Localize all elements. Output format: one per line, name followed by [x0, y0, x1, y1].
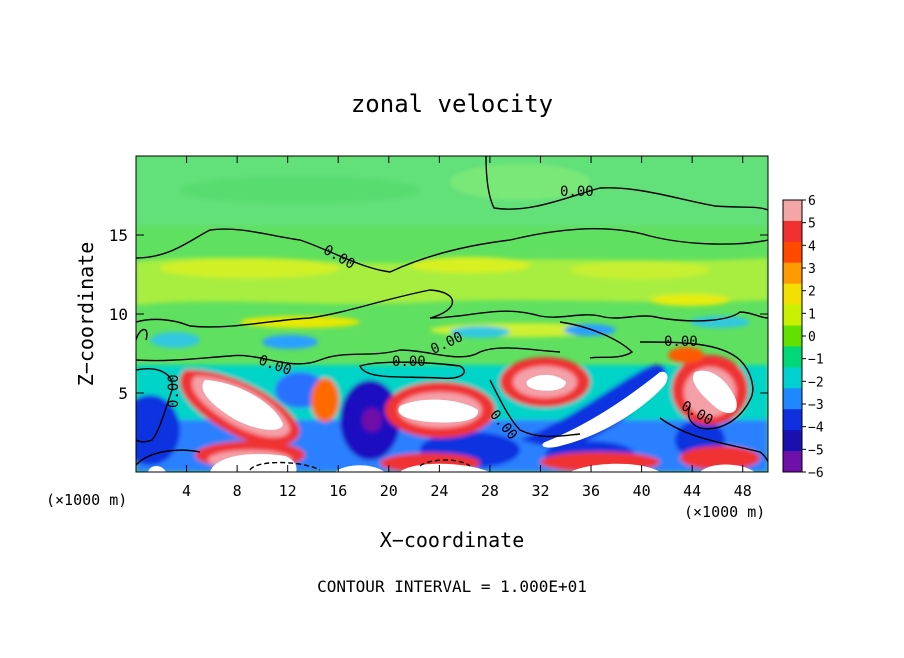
- heatmap-field: [136, 156, 768, 472]
- contour-label: 0.00: [392, 354, 426, 370]
- colorbar-tick-label: 3: [808, 262, 816, 277]
- contour-interval-note: CONTOUR INTERVAL = 1.000E+01: [317, 577, 587, 596]
- colorbar-swatch: [783, 325, 802, 347]
- colorbar-swatch: [783, 451, 802, 473]
- colorbar-tick-label: 6: [808, 194, 816, 209]
- y-axis: 5 10 15: [109, 226, 768, 403]
- contour-label: 0.00: [166, 374, 182, 408]
- colorbar-tick-label: −5: [808, 443, 824, 458]
- colorbar-swatch: [783, 262, 802, 285]
- colorbar-tick-label: −4: [808, 421, 824, 436]
- x-unit-left: (×1000 m): [46, 491, 127, 509]
- colorbar-swatch: [783, 283, 802, 306]
- y-tick-label: 15: [109, 226, 128, 245]
- x-axis: 4 8 12 16 20 24 28 32 36 40 44 48: [182, 156, 752, 500]
- colorbar-swatch: [783, 220, 802, 243]
- colorbar-tick-label: 1: [808, 307, 816, 322]
- colorbar-swatch: [783, 346, 802, 368]
- colorbar-tick-label: −3: [808, 398, 824, 413]
- x-tick-label: 8: [233, 482, 242, 500]
- zero-contours: [136, 156, 768, 471]
- colorbar-swatch: [783, 388, 802, 410]
- colorbar-tick-label: 4: [808, 239, 816, 254]
- contour-label: 0.00: [664, 334, 698, 350]
- colorbar-tick-label: −2: [808, 375, 824, 390]
- x-tick-label: 16: [329, 482, 347, 500]
- x-tick-label: 28: [481, 482, 499, 500]
- x-tick-label: 12: [279, 482, 297, 500]
- colorbar-swatch: [783, 409, 802, 431]
- x-tick-label: 4: [182, 482, 191, 500]
- colorbar-tick-label: −1: [808, 353, 824, 368]
- x-tick-label: 40: [633, 482, 651, 500]
- x-tick-label: 48: [734, 482, 752, 500]
- y-tick-label: 10: [109, 305, 128, 324]
- colorbar-swatch: [783, 430, 802, 452]
- x-tick-label: 24: [430, 482, 448, 500]
- contour-label: 0.00: [560, 184, 594, 200]
- colorbar-swatch: [783, 304, 802, 327]
- chart-title: zonal velocity: [351, 90, 553, 118]
- y-tick-label: 5: [118, 384, 128, 403]
- colorbar: 6 5 4 3 2 1 0 −1 −2 −3 −4 −5 −6: [782, 194, 824, 481]
- colorbar-swatch: [783, 241, 802, 264]
- x-tick-label: 36: [582, 482, 600, 500]
- x-axis-label: X−coordinate: [380, 528, 525, 552]
- y-axis-label: Z−coordinate: [74, 242, 98, 387]
- colorbar-tick-label: 5: [808, 217, 816, 232]
- x-tick-label: 44: [683, 482, 701, 500]
- colorbar-tick-label: 2: [808, 285, 816, 300]
- x-tick-label: 20: [380, 482, 398, 500]
- colorbar-tick-label: −6: [808, 466, 824, 481]
- colorbar-swatch: [783, 200, 802, 222]
- colorbar-tick-label: 0: [808, 330, 816, 345]
- x-unit-right: (×1000 m): [684, 503, 765, 521]
- x-tick-label: 32: [531, 482, 549, 500]
- colorbar-swatch: [783, 367, 802, 389]
